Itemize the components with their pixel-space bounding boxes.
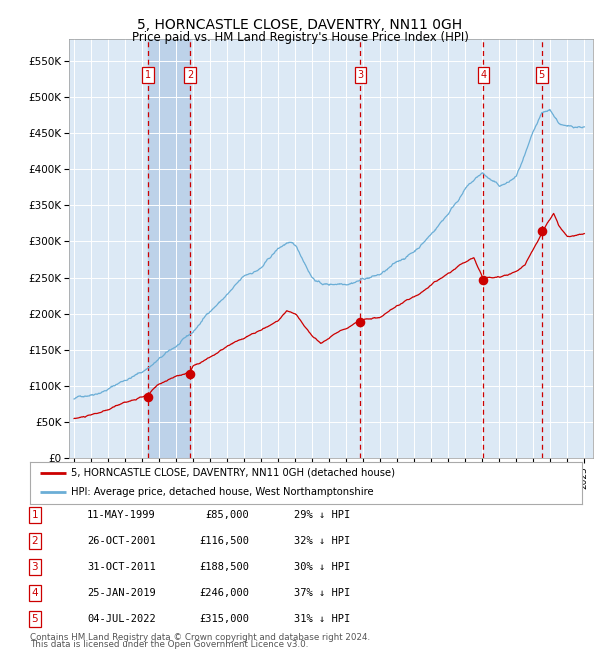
Text: Contains HM Land Registry data © Crown copyright and database right 2024.: Contains HM Land Registry data © Crown c…: [30, 632, 370, 642]
Text: 1: 1: [31, 510, 38, 520]
Text: 32% ↓ HPI: 32% ↓ HPI: [294, 536, 350, 546]
Text: 3: 3: [31, 562, 38, 572]
Text: Price paid vs. HM Land Registry's House Price Index (HPI): Price paid vs. HM Land Registry's House …: [131, 31, 469, 44]
Text: 3: 3: [357, 70, 364, 80]
Point: [479, 275, 488, 285]
Text: 1: 1: [145, 70, 151, 80]
Text: 25-JAN-2019: 25-JAN-2019: [87, 588, 156, 598]
Point: [185, 369, 195, 379]
Text: 29% ↓ HPI: 29% ↓ HPI: [294, 510, 350, 520]
Text: £85,000: £85,000: [205, 510, 249, 520]
Text: £315,000: £315,000: [199, 614, 249, 624]
Text: 31-OCT-2011: 31-OCT-2011: [87, 562, 156, 572]
Text: 11-MAY-1999: 11-MAY-1999: [87, 510, 156, 520]
Text: 26-OCT-2001: 26-OCT-2001: [87, 536, 156, 546]
Text: HPI: Average price, detached house, West Northamptonshire: HPI: Average price, detached house, West…: [71, 488, 374, 497]
Text: 2: 2: [187, 70, 193, 80]
Text: This data is licensed under the Open Government Licence v3.0.: This data is licensed under the Open Gov…: [30, 640, 308, 649]
Point: [143, 391, 153, 402]
Text: 30% ↓ HPI: 30% ↓ HPI: [294, 562, 350, 572]
Text: 31% ↓ HPI: 31% ↓ HPI: [294, 614, 350, 624]
Text: 5, HORNCASTLE CLOSE, DAVENTRY, NN11 0GH: 5, HORNCASTLE CLOSE, DAVENTRY, NN11 0GH: [137, 18, 463, 32]
Text: 5, HORNCASTLE CLOSE, DAVENTRY, NN11 0GH (detached house): 5, HORNCASTLE CLOSE, DAVENTRY, NN11 0GH …: [71, 468, 395, 478]
Point: [537, 226, 547, 236]
Text: £188,500: £188,500: [199, 562, 249, 572]
Text: 5: 5: [539, 70, 545, 80]
Text: 37% ↓ HPI: 37% ↓ HPI: [294, 588, 350, 598]
Text: £246,000: £246,000: [199, 588, 249, 598]
Text: 04-JUL-2022: 04-JUL-2022: [87, 614, 156, 624]
Text: £116,500: £116,500: [199, 536, 249, 546]
Text: 4: 4: [31, 588, 38, 598]
Text: 5: 5: [31, 614, 38, 624]
Text: 2: 2: [31, 536, 38, 546]
Text: 4: 4: [481, 70, 487, 80]
Point: [356, 317, 365, 327]
Bar: [148, 39, 190, 458]
